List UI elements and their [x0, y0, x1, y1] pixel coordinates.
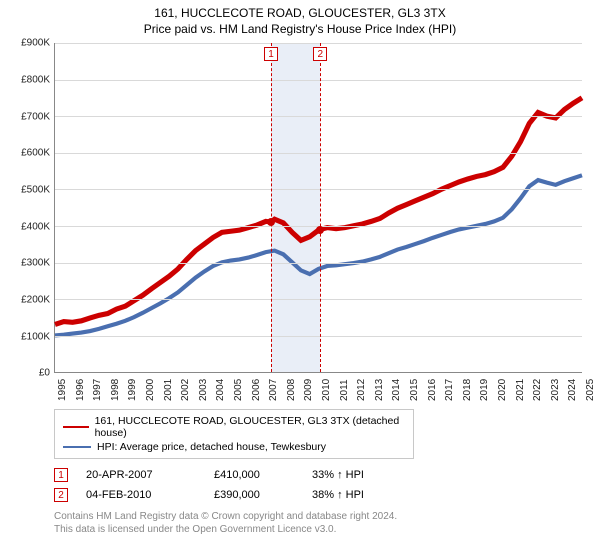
- legend-row: 161, HUCCLECOTE ROAD, GLOUCESTER, GL3 3T…: [63, 414, 405, 440]
- gridline-h: [55, 336, 582, 337]
- chart-container: 161, HUCCLECOTE ROAD, GLOUCESTER, GL3 3T…: [0, 0, 600, 540]
- event-marker-line: [320, 43, 321, 372]
- gridline-h: [55, 153, 582, 154]
- event-date: 04-FEB-2010: [86, 489, 196, 501]
- plot-region: 12: [54, 43, 582, 373]
- gridline-h: [55, 263, 582, 264]
- x-tick-label: 2012: [356, 379, 367, 401]
- gridline-h: [55, 80, 582, 81]
- y-tick-label: £900K: [21, 38, 50, 49]
- x-tick-label: 2001: [163, 379, 174, 401]
- x-tick-label: 2025: [585, 379, 596, 401]
- x-axis: 1995 1996 1997 1998 1999 2000 2001 2002 2003 2004…: [54, 373, 582, 403]
- event-dot: [267, 218, 275, 226]
- y-tick-label: £800K: [21, 74, 50, 85]
- legend-swatch: [63, 446, 91, 448]
- footer-line1: Contains HM Land Registry data © Crown c…: [54, 511, 590, 524]
- event-row: 2 04-FEB-2010 £390,000 38% ↑ HPI: [54, 485, 590, 505]
- title-address: 161, HUCCLECOTE ROAD, GLOUCESTER, GL3 3T…: [10, 6, 590, 22]
- x-tick-label: 1997: [92, 379, 103, 401]
- x-tick-label: 2019: [479, 379, 490, 401]
- y-axis: £0£100K£200K£300K£400K£500K£600K£700K£80…: [10, 43, 54, 373]
- x-tick-label: 1995: [57, 379, 68, 401]
- event-table: 1 20-APR-2007 £410,000 33% ↑ HPI 2 04-FEB-201…: [54, 465, 590, 505]
- x-tick-label: 2021: [515, 379, 526, 401]
- event-row: 1 20-APR-2007 £410,000 33% ↑ HPI: [54, 465, 590, 485]
- x-tick-label: 2018: [462, 379, 473, 401]
- x-tick-label: 2002: [180, 379, 191, 401]
- footer-attribution: Contains HM Land Registry data © Crown c…: [54, 511, 590, 536]
- x-tick-label: 2006: [251, 379, 262, 401]
- x-tick-label: 2000: [145, 379, 156, 401]
- y-tick-label: £0: [39, 368, 50, 379]
- event-num-box: 2: [54, 488, 68, 502]
- x-tick-label: 2013: [374, 379, 385, 401]
- line-series-svg: [55, 43, 582, 372]
- y-tick-label: £700K: [21, 111, 50, 122]
- x-tick-label: 2003: [198, 379, 209, 401]
- legend-label: 161, HUCCLECOTE ROAD, GLOUCESTER, GL3 3T…: [95, 415, 405, 439]
- x-tick-label: 2024: [567, 379, 578, 401]
- event-price: £410,000: [214, 469, 294, 481]
- series-line: [55, 176, 582, 336]
- y-tick-label: £100K: [21, 331, 50, 342]
- gridline-h: [55, 43, 582, 44]
- y-tick-label: £500K: [21, 184, 50, 195]
- gridline-h: [55, 116, 582, 117]
- event-price: £390,000: [214, 489, 294, 501]
- gridline-h: [55, 299, 582, 300]
- x-tick-label: 2004: [215, 379, 226, 401]
- legend-row: HPI: Average price, detached house, Tewk…: [63, 440, 405, 454]
- event-delta: 33% ↑ HPI: [312, 469, 364, 481]
- event-num-box: 1: [54, 468, 68, 482]
- x-tick-label: 1998: [110, 379, 121, 401]
- footer-line2: This data is licensed under the Open Gov…: [54, 524, 590, 537]
- y-tick-label: £300K: [21, 258, 50, 269]
- x-tick-label: 2009: [303, 379, 314, 401]
- chart-title: 161, HUCCLECOTE ROAD, GLOUCESTER, GL3 3T…: [10, 6, 590, 37]
- event-dot: [316, 226, 324, 234]
- event-marker-line: [271, 43, 272, 372]
- x-tick-label: 1999: [127, 379, 138, 401]
- event-marker-box: 1: [264, 47, 278, 61]
- series-line: [55, 98, 582, 325]
- x-tick-label: 2010: [321, 379, 332, 401]
- x-tick-label: 2023: [550, 379, 561, 401]
- legend-swatch: [63, 426, 89, 428]
- event-marker-box: 2: [313, 47, 327, 61]
- x-tick-label: 2005: [233, 379, 244, 401]
- event-date: 20-APR-2007: [86, 469, 196, 481]
- x-tick-label: 2022: [532, 379, 543, 401]
- y-tick-label: £400K: [21, 221, 50, 232]
- chart-area: £0 £100K £200K £300K £400K £500K £600K £700K £80…: [10, 43, 590, 403]
- legend-box: 161, HUCCLECOTE ROAD, GLOUCESTER, GL3 3T…: [54, 409, 414, 459]
- y-tick-label: £600K: [21, 148, 50, 159]
- x-tick-label: 2014: [391, 379, 402, 401]
- event-delta: 38% ↑ HPI: [312, 489, 364, 501]
- legend-label: HPI: Average price, detached house, Tewk…: [97, 441, 326, 453]
- x-tick-label: 2007: [268, 379, 279, 401]
- x-tick-label: 2008: [286, 379, 297, 401]
- gridline-h: [55, 189, 582, 190]
- x-tick-label: 1996: [75, 379, 86, 401]
- x-tick-label: 2015: [409, 379, 420, 401]
- y-tick-label: £200K: [21, 294, 50, 305]
- x-tick-label: 2016: [427, 379, 438, 401]
- title-subtitle: Price paid vs. HM Land Registry's House …: [10, 22, 590, 38]
- x-tick-label: 2020: [497, 379, 508, 401]
- x-tick-label: 2017: [444, 379, 455, 401]
- x-tick-label: 2011: [339, 380, 350, 402]
